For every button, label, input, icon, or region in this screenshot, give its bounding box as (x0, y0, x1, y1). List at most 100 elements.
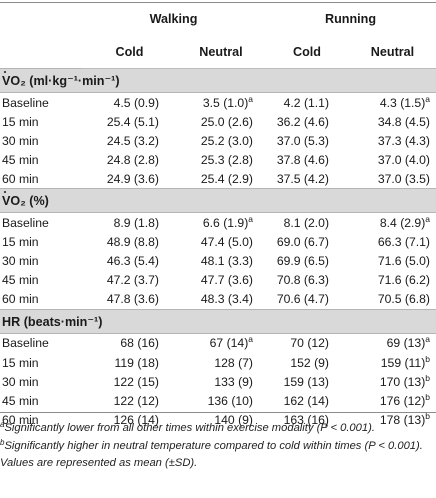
table-row: 45 min 122 (12) 136 (10) 162 (14) 176 (12)b (0, 391, 436, 410)
cell-running-cold: 163 (16) (265, 410, 349, 429)
cell-value: 48.3 (3.4) (200, 292, 253, 307)
row-label: Baseline (2, 95, 49, 110)
cell-value: 163 (16) (283, 412, 329, 427)
table-row: 45 min 47.2 (3.7) 47.7 (3.6) 70.8 (6.3) 71.6… (0, 271, 436, 290)
cell-running-cold: 152 (9) (265, 353, 349, 372)
cell-value: 24.9 (3.6) (106, 171, 159, 186)
table-top-rule (0, 2, 436, 3)
cell-walking-cold: 25.4 (5.1) (82, 112, 177, 131)
cell-running-neutral: 4.3 (1.5)a (349, 93, 436, 113)
cell-value: 176 (12) (379, 393, 426, 408)
cell-value: 122 (15) (113, 374, 159, 389)
cell-running-cold: 69.0 (6.7) (265, 233, 349, 252)
cell-value: 140 (9) (214, 412, 253, 427)
cell-value: 68 (16) (120, 336, 159, 351)
table-row: 30 min 46.3 (5.4) 48.1 (3.3) 69.9 (6.5) 71.6… (0, 252, 436, 271)
cell-walking-cold: 68 (16) (82, 333, 177, 353)
subheader-walking-neutral: Neutral (177, 35, 265, 69)
cell-running-neutral: 178 (13)b (349, 410, 436, 429)
cell-running-neutral: 71.6 (6.2) (349, 271, 436, 290)
footnote-marker: a (248, 334, 253, 345)
cell-walking-cold: 47.2 (3.7) (82, 271, 177, 290)
row-label: 60 min (2, 171, 39, 186)
cell-running-cold: 162 (14) (265, 391, 349, 410)
cell-running-cold: 159 (13) (265, 372, 349, 391)
cell-value: 4.3 (1.5) (379, 95, 426, 110)
cell-value: 152 (9) (290, 355, 329, 370)
cell-value: 37.3 (4.3) (377, 133, 430, 148)
cell-value: 25.2 (3.0) (200, 133, 253, 148)
footnote-marker: a (248, 93, 253, 104)
cell-value: 25.4 (2.9) (200, 171, 253, 186)
cell-value: 66.3 (7.1) (377, 235, 430, 250)
cell-value: 126 (14) (113, 412, 159, 427)
cell-walking-cold: 24.9 (3.6) (82, 169, 177, 189)
cell-walking-neutral: 133 (9) (177, 372, 265, 391)
cell-running-neutral: 69 (13)a (349, 333, 436, 353)
group-header-walking: Walking (149, 12, 198, 26)
row-label: 15 min (2, 355, 39, 370)
footnote-marker: b (425, 372, 430, 383)
cell-running-neutral: 37.3 (4.3) (349, 131, 436, 150)
table-row: 60 min 126 (14) 140 (9) 163 (16) 178 (13)b (0, 410, 436, 429)
section-title: VO₂ (ml·kg⁻¹·min⁻¹) (2, 74, 120, 88)
cell-value: 69.9 (6.5) (276, 254, 329, 269)
cell-value: 37.0 (3.5) (377, 171, 430, 186)
cell-value: 37.8 (4.6) (276, 152, 329, 167)
cell-value: 36.2 (4.6) (276, 114, 329, 129)
cell-walking-neutral: 47.7 (3.6) (177, 271, 265, 290)
cell-walking-neutral: 47.4 (5.0) (177, 233, 265, 252)
cell-value: 24.8 (2.8) (106, 152, 159, 167)
cell-value: 25.3 (2.8) (200, 152, 253, 167)
cell-value: 34.8 (4.5) (377, 114, 430, 129)
cell-value: 8.4 (2.9) (379, 216, 426, 231)
cell-value: 70.8 (6.3) (276, 273, 329, 288)
cell-value: 47.4 (5.0) (200, 235, 253, 250)
cell-value: 37.0 (4.0) (377, 152, 430, 167)
table-row: 15 min 25.4 (5.1) 25.0 (2.6) 36.2 (4.6) 34.8… (0, 112, 436, 131)
cell-value: 25.0 (2.6) (200, 114, 253, 129)
cell-running-neutral: 71.6 (5.0) (349, 252, 436, 271)
cell-running-cold: 4.2 (1.1) (265, 93, 349, 113)
cell-walking-cold: 126 (14) (82, 410, 177, 429)
subheader-walking-cold: Cold (82, 35, 177, 69)
group-header-running: Running (324, 12, 377, 26)
cell-value: 8.9 (1.8) (113, 216, 159, 231)
table-row: Baseline 4.5 (0.9) 3.5 (1.0)a 4.2 (1.1) 4.3 … (0, 93, 436, 113)
cell-running-neutral: 37.0 (4.0) (349, 150, 436, 169)
table-row: 15 min 119 (18) 128 (7) 152 (9) 159 (11)b (0, 353, 436, 372)
cell-running-neutral: 70.5 (6.8) (349, 290, 436, 310)
table-row: 30 min 24.5 (3.2) 25.2 (3.0) 37.0 (5.3) 37.3… (0, 131, 436, 150)
cell-walking-neutral: 48.1 (3.3) (177, 252, 265, 271)
cell-running-cold: 37.8 (4.6) (265, 150, 349, 169)
row-label: Baseline (2, 336, 49, 351)
cell-walking-cold: 119 (18) (82, 353, 177, 372)
footnote-marker: b (425, 391, 430, 402)
cell-value: 159 (11) (380, 355, 426, 370)
cell-running-cold: 70.6 (4.7) (265, 290, 349, 310)
cell-value: 162 (14) (283, 393, 329, 408)
cell-running-cold: 37.5 (4.2) (265, 169, 349, 189)
row-label: 30 min (2, 254, 39, 269)
cell-walking-neutral: 25.2 (3.0) (177, 131, 265, 150)
cell-walking-neutral: 136 (10) (177, 391, 265, 410)
section-header-row: VO₂ (%) (0, 188, 436, 214)
footnote-marker: b (425, 353, 430, 364)
cell-value: 70.5 (6.8) (377, 292, 430, 307)
cell-value: 67 (14) (209, 336, 249, 351)
cell-walking-cold: 46.3 (5.4) (82, 252, 177, 271)
cell-walking-neutral: 25.0 (2.6) (177, 112, 265, 131)
footnote-values: Values are represented as mean (±SD). (0, 457, 198, 469)
section-header-row: HR (beats·min⁻¹) (0, 308, 436, 334)
cell-value: 128 (7) (214, 355, 253, 370)
cell-value: 24.5 (3.2) (106, 133, 159, 148)
footnote-marker: b (425, 410, 430, 421)
row-label: 60 min (2, 292, 39, 307)
cell-value: 69.0 (6.7) (276, 235, 329, 250)
cell-walking-cold: 122 (12) (82, 391, 177, 410)
cell-running-cold: 36.2 (4.6) (265, 112, 349, 131)
row-label: 15 min (2, 235, 39, 250)
cell-running-neutral: 66.3 (7.1) (349, 233, 436, 252)
cell-value: 46.3 (5.4) (106, 254, 159, 269)
cell-value: 37.5 (4.2) (276, 171, 329, 186)
